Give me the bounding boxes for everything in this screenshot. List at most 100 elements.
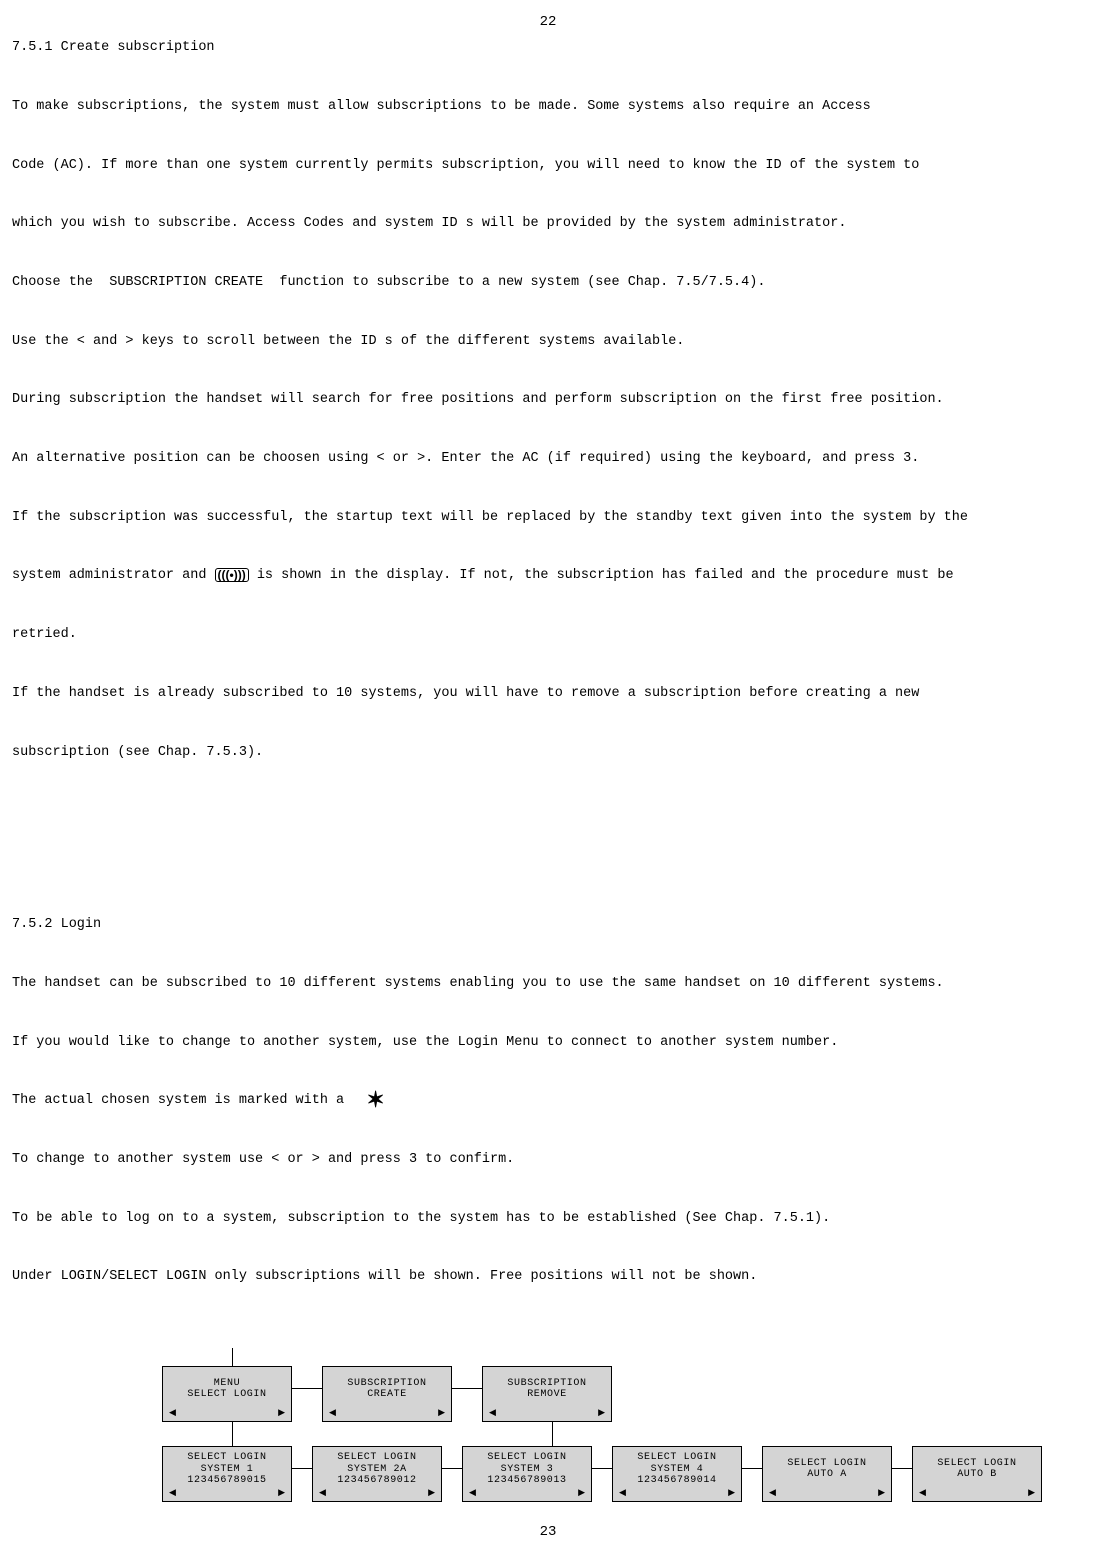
text-line: The actual chosen system is marked with … (12, 1091, 1084, 1111)
arrow-right-icon[interactable]: ▶ (878, 1488, 885, 1498)
text-line: Under LOGIN/SELECT LOGIN only subscripti… (12, 1267, 1084, 1287)
nav-arrows: ◀▶ (313, 1488, 441, 1499)
arrow-left-icon[interactable]: ◀ (169, 1488, 176, 1498)
nav-arrows: ◀▶ (323, 1408, 451, 1419)
menu-screen-line: 123456789014 (637, 1475, 716, 1487)
menu-screen-box: SUBSCRIPTIONREMOVE◀▶ (482, 1366, 612, 1422)
connector-line (742, 1468, 762, 1469)
arrow-right-icon[interactable]: ▶ (278, 1408, 285, 1418)
menu-screen-box: SELECT LOGINSYSTEM 2A123456789012◀▶ (312, 1446, 442, 1502)
menu-screen-box: SUBSCRIPTIONCREATE◀▶ (322, 1366, 452, 1422)
text-line: To make subscriptions, the system must a… (12, 97, 1084, 117)
arrow-left-icon[interactable]: ◀ (769, 1488, 776, 1498)
menu-screen-line: SELECT LOGIN (937, 1458, 1016, 1470)
arrow-left-icon[interactable]: ◀ (489, 1408, 496, 1418)
nav-arrows: ◀▶ (763, 1488, 891, 1499)
text-line: If you would like to change to another s… (12, 1033, 1084, 1053)
menu-screen-line: 123456789013 (487, 1475, 566, 1487)
connector-line (292, 1468, 312, 1469)
arrow-right-icon[interactable]: ▶ (428, 1488, 435, 1498)
menu-screen-line: 123456789015 (187, 1475, 266, 1487)
menu-screen-box: SELECT LOGINAUTO A◀▶ (762, 1446, 892, 1502)
menu-screen-line: SELECT LOGIN (337, 1452, 416, 1464)
connector-line (452, 1388, 482, 1389)
menu-screen-text: SELECT LOGINSYSTEM 1123456789015 (163, 1451, 291, 1488)
arrow-left-icon[interactable]: ◀ (919, 1488, 926, 1498)
text-line: which you wish to subscribe. Access Code… (12, 214, 1084, 234)
arrow-left-icon[interactable]: ◀ (169, 1408, 176, 1418)
section-751-heading: 7.5.1 Create subscription (12, 38, 1084, 58)
menu-screen-line: SUBSCRIPTION (507, 1378, 586, 1390)
connector-line (232, 1422, 233, 1446)
menu-screen-line: SYSTEM 3 (501, 1464, 554, 1476)
nav-arrows: ◀▶ (163, 1488, 291, 1499)
section-752: 7.5.2 Login The handset can be subscribe… (12, 915, 1084, 1326)
text-line: To be able to log on to a system, subscr… (12, 1209, 1084, 1229)
menu-screen-line: REMOVE (527, 1389, 567, 1401)
star-icon: ✶ (366, 1094, 384, 1105)
page-number-bottom: 23 (12, 1522, 1084, 1542)
text-line: During subscription the handset will sea… (12, 390, 1084, 410)
text-line: Code (AC). If more than one system curre… (12, 156, 1084, 176)
text-line: subscription (see Chap. 7.5.3). (12, 743, 1084, 763)
section-751-body: To make subscriptions, the system must a… (12, 58, 1084, 801)
text-line: The handset can be subscribed to 10 diff… (12, 974, 1084, 994)
menu-screen-line: SELECT LOGIN (487, 1452, 566, 1464)
login-menu-diagram: MENUSELECT LOGIN◀▶SUBSCRIPTIONCREATE◀▶SU… (162, 1348, 1084, 1502)
menu-screen-text: SELECT LOGINSYSTEM 4123456789014 (613, 1451, 741, 1488)
connector-line (892, 1468, 912, 1469)
menu-screen-text: SELECT LOGINAUTO A (763, 1451, 891, 1488)
menu-screen-box: SELECT LOGINSYSTEM 4123456789014◀▶ (612, 1446, 742, 1502)
connector-line (232, 1348, 233, 1366)
arrow-left-icon[interactable]: ◀ (469, 1488, 476, 1498)
menu-screen-line: SELECT LOGIN (637, 1452, 716, 1464)
menu-screen-line: AUTO A (807, 1469, 847, 1481)
arrow-right-icon[interactable]: ▶ (598, 1408, 605, 1418)
arrow-right-icon[interactable]: ▶ (578, 1488, 585, 1498)
menu-screen-box: SELECT LOGINSYSTEM 1123456789015◀▶ (162, 1446, 292, 1502)
menu-screen-line: SUBSCRIPTION (347, 1378, 426, 1390)
signal-icon: (((•))) (215, 568, 249, 582)
arrow-right-icon[interactable]: ▶ (728, 1488, 735, 1498)
menu-screen-line: SYSTEM 4 (651, 1464, 704, 1476)
nav-arrows: ◀▶ (163, 1408, 291, 1419)
nav-arrows: ◀▶ (483, 1408, 611, 1419)
section-751: 7.5.1 Create subscription To make subscr… (12, 38, 1084, 801)
connector-line (592, 1468, 612, 1469)
arrow-right-icon[interactable]: ▶ (1028, 1488, 1035, 1498)
connector-line (552, 1422, 553, 1446)
menu-screen-box: SELECT LOGINAUTO B◀▶ (912, 1446, 1042, 1502)
menu-screen-box: SELECT LOGINSYSTEM 3123456789013◀▶ (462, 1446, 592, 1502)
arrow-left-icon[interactable]: ◀ (319, 1488, 326, 1498)
menu-screen-line: MENU (214, 1378, 240, 1390)
text-line: Choose the SUBSCRIPTION CREATE function … (12, 273, 1084, 293)
menu-screen-text: SUBSCRIPTIONREMOVE (483, 1371, 611, 1408)
menu-screen-text: SELECT LOGINSYSTEM 3123456789013 (463, 1451, 591, 1488)
menu-screen-line: SELECT LOGIN (187, 1389, 266, 1401)
connector-line (292, 1388, 322, 1389)
nav-arrows: ◀▶ (613, 1488, 741, 1499)
section-752-body: The handset can be subscribed to 10 diff… (12, 935, 1084, 1326)
arrow-left-icon[interactable]: ◀ (619, 1488, 626, 1498)
text-line: Use the < and > keys to scroll between t… (12, 332, 1084, 352)
menu-screen-text: SELECT LOGINAUTO B (913, 1451, 1041, 1488)
connector-line (442, 1468, 462, 1469)
menu-screen-text: SUBSCRIPTIONCREATE (323, 1371, 451, 1408)
text-fragment: system administrator and (12, 568, 215, 583)
menu-screen-line: SELECT LOGIN (787, 1458, 866, 1470)
text-line: system administrator and (((•))) is show… (12, 566, 1084, 586)
menu-screen-line: SELECT LOGIN (187, 1452, 266, 1464)
connector-group (162, 1422, 1084, 1446)
arrow-right-icon[interactable]: ▶ (438, 1408, 445, 1418)
menu-screen-text: SELECT LOGINSYSTEM 2A123456789012 (313, 1451, 441, 1488)
text-line: If the subscription was successful, the … (12, 508, 1084, 528)
nav-arrows: ◀▶ (913, 1488, 1041, 1499)
menu-screen-line: SYSTEM 1 (201, 1464, 254, 1476)
arrow-left-icon[interactable]: ◀ (329, 1408, 336, 1418)
menu-screen-box: MENUSELECT LOGIN◀▶ (162, 1366, 292, 1422)
text-line: If the handset is already subscribed to … (12, 684, 1084, 704)
page-number-top: 22 (12, 12, 1084, 32)
text-line: retried. (12, 625, 1084, 645)
arrow-right-icon[interactable]: ▶ (278, 1488, 285, 1498)
text-line: An alternative position can be choosen u… (12, 449, 1084, 469)
